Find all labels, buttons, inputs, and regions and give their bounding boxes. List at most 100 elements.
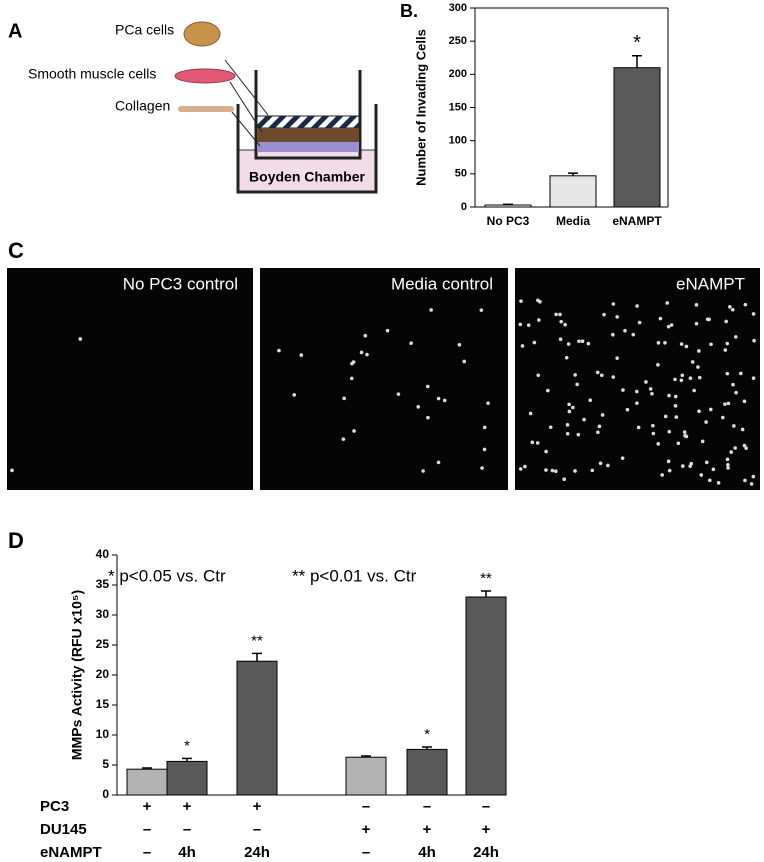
cell-dot [558, 312, 562, 317]
cell-dot [421, 469, 425, 473]
cell-dot [696, 365, 700, 369]
y-axis-label: Number of Invading Cells [413, 29, 428, 186]
cell-dot [429, 308, 433, 312]
condition-value: – [362, 844, 370, 861]
panel-label: D [8, 528, 24, 553]
cell-dot [636, 425, 641, 430]
cell-dot [611, 302, 616, 306]
cell-dot [688, 376, 693, 381]
cell-dot [10, 468, 14, 473]
cell-dot [480, 466, 484, 470]
cell-dot [535, 441, 540, 445]
cell-dot [576, 432, 581, 437]
cell-dot [615, 356, 619, 360]
cell-dot [611, 375, 616, 379]
cell-dot [697, 409, 701, 413]
cell-dot [442, 398, 447, 403]
cell-dot [673, 377, 677, 382]
cell-dot [666, 459, 671, 464]
cell-dot [341, 437, 346, 441]
cell-dot [669, 323, 674, 327]
cell-dot [558, 337, 563, 342]
cell-dot [679, 378, 684, 383]
cell-dot [292, 393, 297, 397]
cell-dot [711, 467, 716, 472]
bar-annotation: * [184, 737, 190, 754]
cell-dot [544, 449, 548, 454]
cell-dot [667, 393, 671, 398]
condition-value: – [143, 821, 151, 838]
cell-dot [518, 322, 523, 327]
cell-dot [648, 387, 653, 391]
cell-dot [734, 335, 738, 339]
cell-dot [602, 312, 606, 317]
cell-dot [751, 474, 756, 479]
cell-dot [726, 462, 730, 467]
cell-dot [709, 342, 713, 347]
cell-dot [733, 446, 737, 450]
y-axis-label: MMPs Activity (RFU x10⁵) [69, 590, 85, 760]
cell-dot [566, 342, 571, 346]
cell-dot [599, 373, 604, 378]
cell-dot [352, 429, 356, 433]
cell-dot [582, 417, 586, 422]
cell-dot [704, 460, 709, 465]
cell-dot [707, 478, 712, 483]
condition-value: + [183, 798, 192, 815]
condition-value: + [253, 798, 262, 815]
cell-dot [277, 348, 281, 353]
cell-dot [573, 373, 577, 377]
cell-dot [78, 337, 83, 341]
cell-dot [744, 446, 748, 450]
cell-dot [365, 352, 369, 357]
condition-value: + [143, 798, 152, 815]
cell-dot [742, 443, 747, 448]
cell-dot [546, 388, 550, 393]
cell-dot [704, 420, 708, 424]
y-tick-label: 5 [102, 757, 109, 771]
micrograph [515, 268, 760, 490]
x-tick-label: eNAMPT [612, 214, 662, 228]
cell-dot [575, 382, 579, 387]
cell-dot [544, 468, 548, 472]
cell-dot [635, 304, 639, 308]
cell-dot [620, 456, 625, 460]
y-tick-label: 100 [449, 135, 467, 147]
diagram-label: Smooth muscle cells [28, 66, 156, 82]
cell-dot [518, 467, 523, 471]
condition-value: – [143, 844, 151, 861]
cell-dot [728, 305, 732, 309]
cell-dot [611, 332, 615, 337]
bar [465, 596, 507, 796]
cell-dot [716, 481, 721, 485]
cell-dot [520, 344, 525, 348]
condition-value: 4h [178, 844, 196, 861]
cell-dot [723, 348, 728, 352]
cell-dot [684, 344, 689, 349]
cell-dot [600, 413, 605, 417]
cell-dot [725, 371, 730, 376]
bar [613, 67, 661, 208]
bar [549, 175, 597, 208]
cell-dot [631, 332, 636, 337]
y-tick-label: 0 [461, 201, 467, 213]
cell-dot [436, 396, 441, 401]
cell-dot [359, 350, 364, 355]
cell-dot [597, 424, 602, 429]
cell-dot [751, 376, 756, 380]
x-tick-label: No PC3 [487, 214, 530, 228]
cell-dot [656, 363, 660, 367]
cell-dot [679, 342, 684, 346]
cell-dot [563, 322, 567, 327]
bar [345, 756, 387, 796]
cell-dot [726, 466, 730, 470]
cell-dot [416, 405, 421, 409]
cell-dot [623, 328, 627, 333]
cell-dot [577, 339, 581, 344]
cell-dot [650, 391, 654, 396]
cell-dot [634, 389, 639, 394]
cell-dot [674, 415, 679, 419]
y-tick-label: 50 [455, 168, 467, 180]
cell-dot [536, 373, 541, 378]
